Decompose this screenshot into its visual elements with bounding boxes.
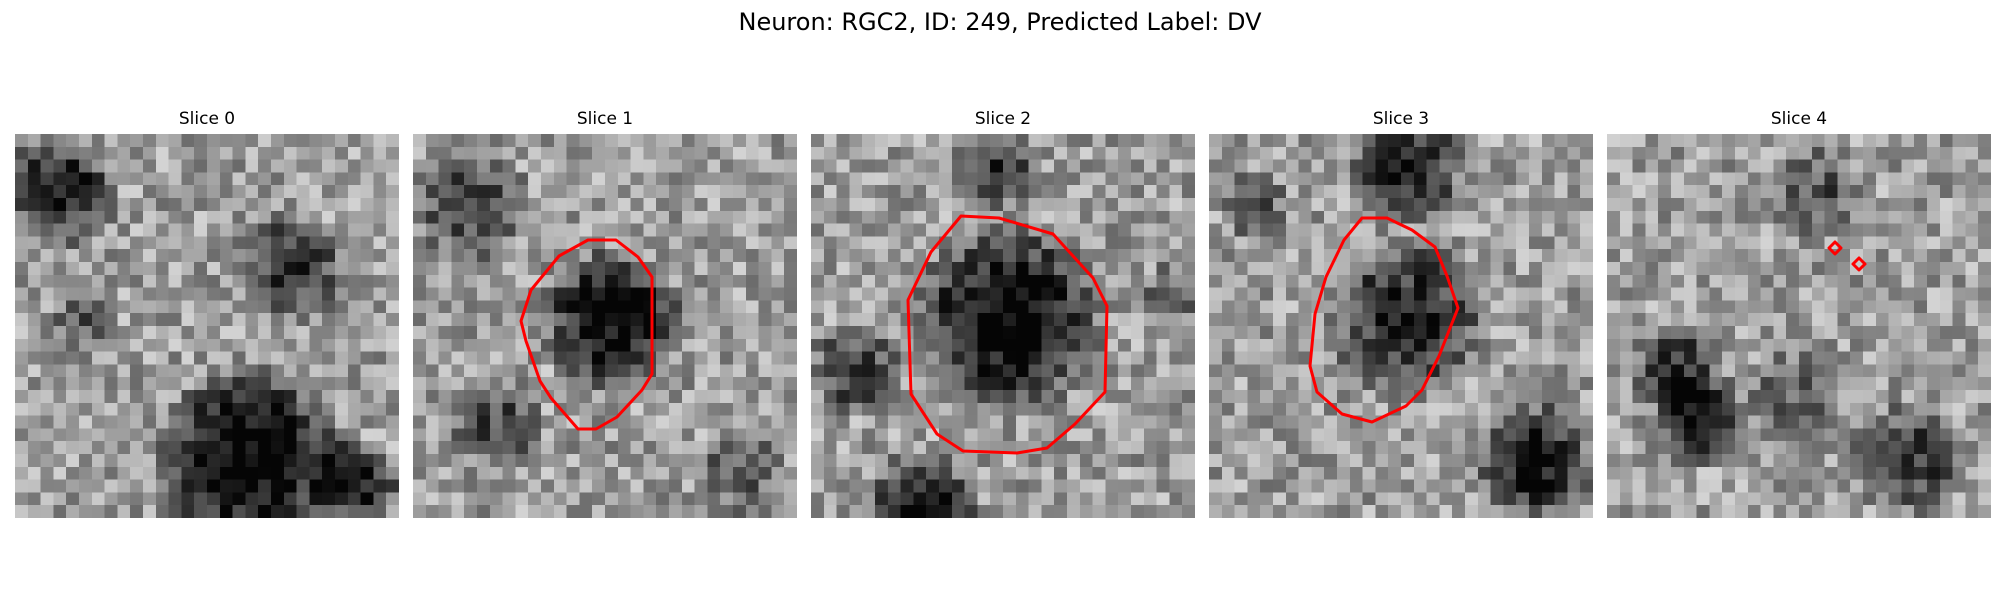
pixel-grid bbox=[811, 134, 1195, 518]
pixel-grid bbox=[15, 134, 399, 518]
slice-panel-4: Slice 4 bbox=[1607, 108, 1991, 518]
pixel-grid bbox=[1209, 134, 1593, 518]
slice-title: Slice 1 bbox=[576, 109, 634, 129]
slice-image-0 bbox=[15, 134, 399, 518]
roi-contour bbox=[906, 214, 1109, 455]
slice-title: Slice 3 bbox=[1372, 109, 1430, 129]
roi-contour bbox=[519, 238, 654, 431]
slice-title: Slice 4 bbox=[1770, 109, 1828, 129]
slice-image-4 bbox=[1607, 134, 1991, 518]
slice-image-3 bbox=[1209, 134, 1593, 518]
roi-contour bbox=[1308, 216, 1460, 424]
roi-contour bbox=[1851, 256, 1867, 272]
slice-image-1 bbox=[413, 134, 797, 518]
roi-contour bbox=[1827, 240, 1843, 256]
slice-title: Slice 2 bbox=[974, 109, 1032, 129]
figure-title: Neuron: RGC2, ID: 249, Predicted Label: … bbox=[738, 8, 1262, 36]
slice-panel-1: Slice 1 bbox=[413, 108, 797, 518]
slice-panel-3: Slice 3 bbox=[1209, 108, 1593, 518]
slice-panel-2: Slice 2 bbox=[811, 108, 1195, 518]
slice-image-2 bbox=[811, 134, 1195, 518]
slice-panel-0: Slice 0 bbox=[15, 108, 399, 518]
pixel-grid bbox=[1607, 134, 1991, 518]
pixel-grid bbox=[413, 134, 797, 518]
slice-title: Slice 0 bbox=[178, 109, 236, 129]
